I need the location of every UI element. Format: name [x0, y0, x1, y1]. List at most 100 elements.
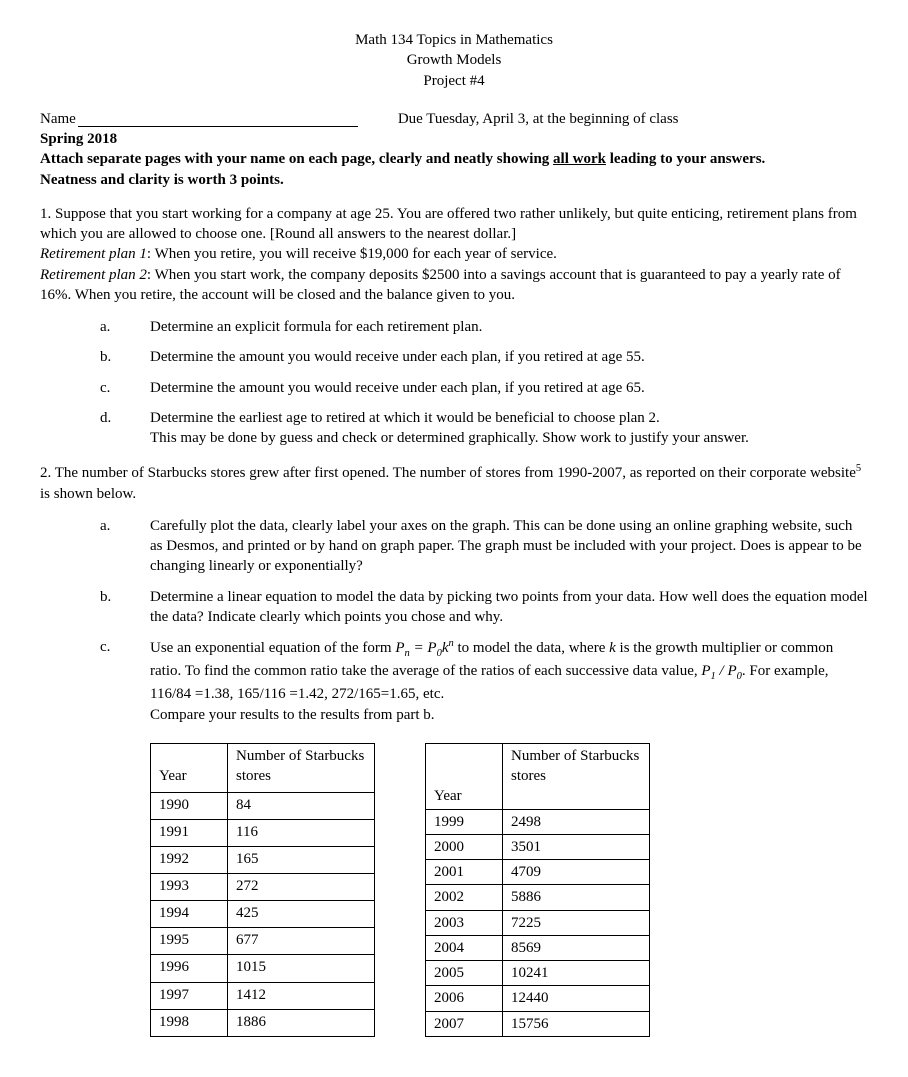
table-row: 20025886 — [426, 885, 650, 910]
cell-value: 1886 — [228, 1009, 375, 1036]
q2-b: b. Determine a linear equation to model … — [100, 587, 868, 628]
table-row: 20003501 — [426, 834, 650, 859]
table-row: 1992165 — [151, 846, 375, 873]
q1-c: c. Determine the amount you would receiv… — [100, 378, 868, 398]
th-year-right: Year — [426, 743, 503, 809]
cell-value: 84 — [228, 792, 375, 819]
eq-ratio: P1 / P0 — [701, 663, 742, 679]
q1-d-line1: Determine the earliest age to retired at… — [150, 408, 868, 428]
th-stores-left: Number of Starbucks stores — [228, 743, 375, 792]
instr1a: Attach separate pages with your name on … — [40, 151, 553, 167]
plan1-text: : When you retire, you will receive $19,… — [147, 246, 557, 262]
q1-a-text: Determine an explicit formula for each r… — [150, 317, 868, 337]
instructions-line-2: Neatness and clarity is worth 3 points. — [40, 170, 868, 190]
due-text: Due Tuesday, April 3, at the beginning o… — [398, 109, 679, 129]
cell-value: 4709 — [503, 860, 650, 885]
q1-plan1: Retirement plan 1: When you retire, you … — [40, 244, 868, 264]
q2-b-text: Determine a linear equation to model the… — [150, 587, 868, 628]
q1-c-text: Determine the amount you would receive u… — [150, 378, 868, 398]
table-row: 1995677 — [151, 928, 375, 955]
q1-intro: 1. Suppose that you start working for a … — [40, 204, 868, 245]
cell-value: 5886 — [503, 885, 650, 910]
cell-value: 677 — [228, 928, 375, 955]
cell-year: 2003 — [426, 910, 503, 935]
q2-a: a. Carefully plot the data, clearly labe… — [100, 516, 868, 577]
plan1-label: Retirement plan 1 — [40, 246, 147, 262]
cell-value: 7225 — [503, 910, 650, 935]
instr1b: all work — [553, 151, 606, 167]
q1-d-line2: This may be done by guess and check or d… — [150, 428, 868, 448]
cell-value: 116 — [228, 819, 375, 846]
footnote-5: 5 — [856, 463, 861, 474]
table-row: 200612440 — [426, 986, 650, 1011]
cell-year: 1996 — [151, 955, 228, 982]
letter-b: b. — [100, 347, 150, 367]
letter-a2: a. — [100, 516, 150, 577]
cell-year: 2002 — [426, 885, 503, 910]
cell-year: 2005 — [426, 961, 503, 986]
table-right: Year Number of Starbucks stores 19992498… — [425, 743, 650, 1037]
name-blank-line — [78, 107, 358, 127]
table-row: 19961015 — [151, 955, 375, 982]
instructions-line-1: Attach separate pages with your name on … — [40, 149, 868, 169]
cell-year: 1990 — [151, 792, 228, 819]
q1-b-text: Determine the amount you would receive u… — [150, 347, 868, 367]
table-row: 20037225 — [426, 910, 650, 935]
cell-value: 12440 — [503, 986, 650, 1011]
plan2-label: Retirement plan 2 — [40, 267, 147, 283]
plan2-text: : When you start work, the company depos… — [40, 267, 841, 303]
q1-d: d. Determine the earliest age to retired… — [100, 408, 868, 449]
cell-value: 1412 — [228, 982, 375, 1009]
cell-value: 165 — [228, 846, 375, 873]
cell-year: 1998 — [151, 1009, 228, 1036]
course-title: Math 134 Topics in Mathematics — [40, 30, 868, 50]
instr1c: leading to your answers. — [606, 151, 765, 167]
q1-b: b. Determine the amount you would receiv… — [100, 347, 868, 367]
cell-value: 1015 — [228, 955, 375, 982]
table-row: 1991116 — [151, 819, 375, 846]
cell-year: 1997 — [151, 982, 228, 1009]
th-stores-right: Number of Starbucks stores — [503, 743, 650, 809]
q1-a: a. Determine an explicit formula for eac… — [100, 317, 868, 337]
table-row: 19971412 — [151, 982, 375, 1009]
q2-intro1: 2. The number of Starbucks stores grew a… — [40, 465, 856, 481]
cell-year: 2001 — [426, 860, 503, 885]
table-row: 1993272 — [151, 874, 375, 901]
cell-value: 272 — [228, 874, 375, 901]
q1-plan2: Retirement plan 2: When you start work, … — [40, 265, 868, 306]
table-left: Year Number of Starbucks stores 19908419… — [150, 743, 375, 1037]
q2-c: c. Use an exponential equation of the fo… — [100, 637, 868, 725]
cell-value: 425 — [228, 901, 375, 928]
cell-year: 2006 — [426, 986, 503, 1011]
table-row: 1994425 — [151, 901, 375, 928]
project-title: Project #4 — [40, 71, 868, 91]
letter-c2: c. — [100, 637, 150, 725]
table-row: 20014709 — [426, 860, 650, 885]
q2-c2: to model the data, where — [454, 640, 609, 656]
letter-c: c. — [100, 378, 150, 398]
cell-value: 3501 — [503, 834, 650, 859]
data-tables: Year Number of Starbucks stores 19908419… — [150, 743, 868, 1037]
cell-year: 1999 — [426, 809, 503, 834]
table-row: 199084 — [151, 792, 375, 819]
q2-c-text: Use an exponential equation of the form … — [150, 637, 868, 725]
q2-c1: Use an exponential equation of the form — [150, 640, 395, 656]
q2-intro2: is shown below. — [40, 486, 136, 502]
cell-year: 1993 — [151, 874, 228, 901]
cell-year: 1995 — [151, 928, 228, 955]
table-row: 200510241 — [426, 961, 650, 986]
cell-year: 1991 — [151, 819, 228, 846]
cell-year: 1994 — [151, 901, 228, 928]
letter-b2: b. — [100, 587, 150, 628]
eq-k: k — [609, 640, 616, 656]
eq-pn: Pn = P — [395, 640, 436, 656]
topic-title: Growth Models — [40, 50, 868, 70]
eq-p0kn: 0kn — [437, 640, 454, 656]
cell-year: 2004 — [426, 935, 503, 960]
th-year-left: Year — [151, 743, 228, 792]
q1-d-text: Determine the earliest age to retired at… — [150, 408, 868, 449]
name-label: Name — [40, 109, 76, 129]
table-row: 20048569 — [426, 935, 650, 960]
term-text: Spring 2018 — [40, 129, 868, 149]
letter-a: a. — [100, 317, 150, 337]
